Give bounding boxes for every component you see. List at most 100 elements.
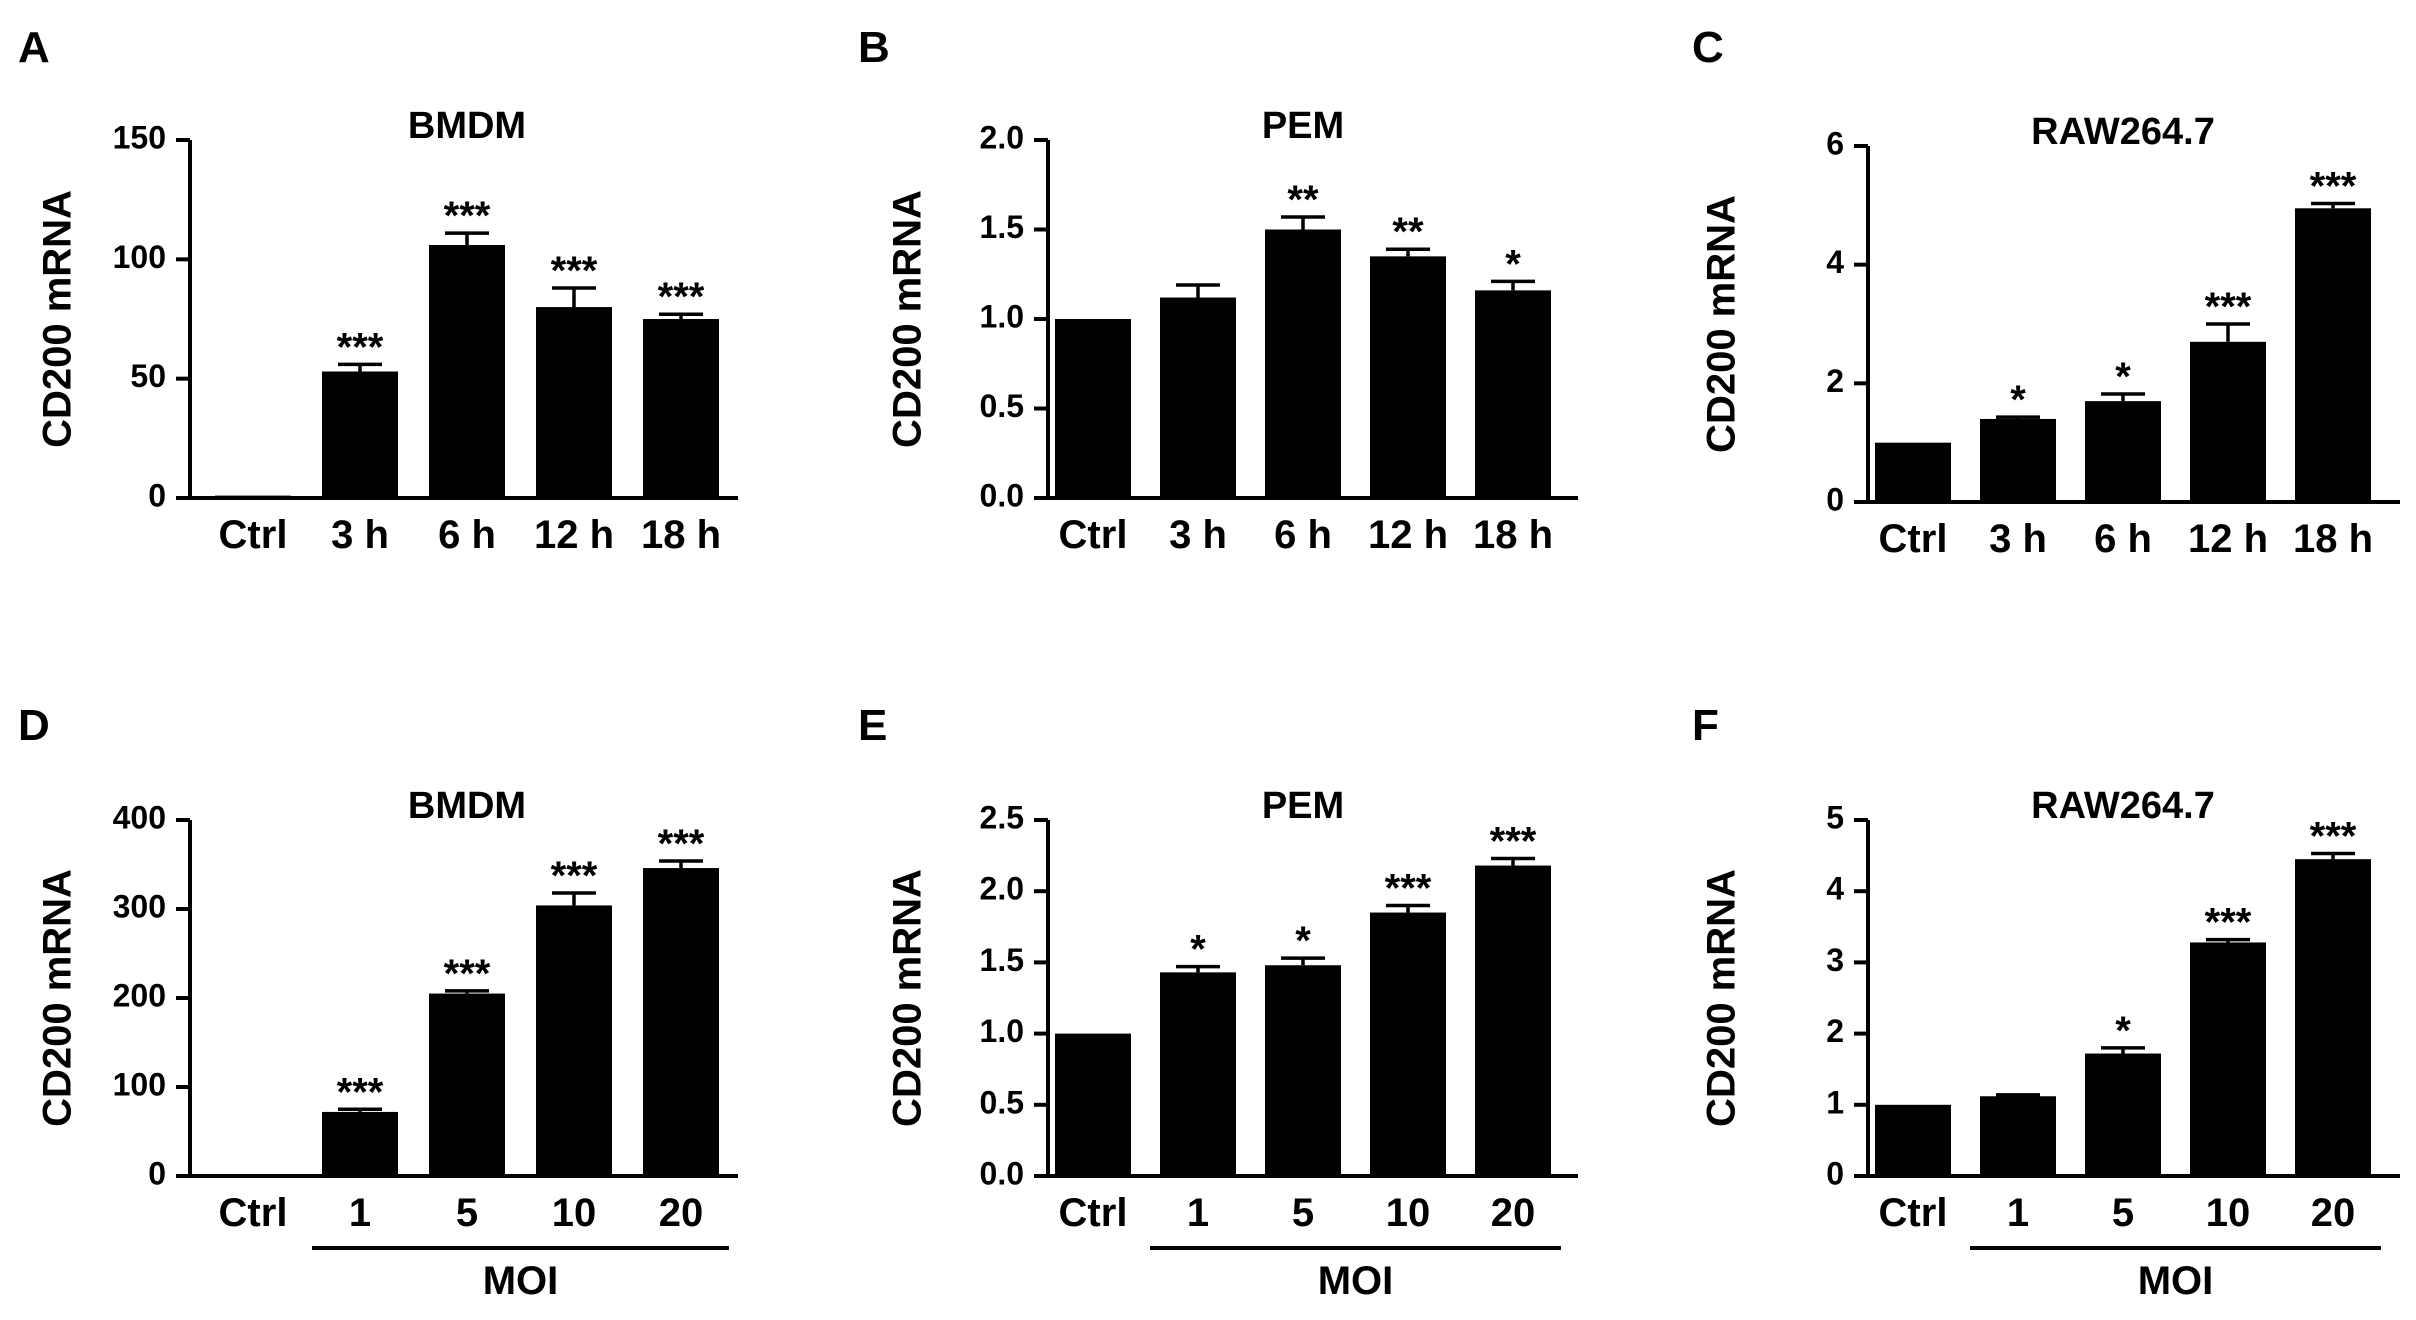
x-tick-label: 1 — [2007, 1191, 2029, 1235]
y-axis-label: CD200 mRNA — [36, 190, 80, 448]
significance-label: * — [2115, 1009, 2131, 1053]
y-tick-label: 0.0 — [980, 477, 1024, 513]
bar — [1980, 1096, 2056, 1176]
y-tick-label: 1.0 — [980, 298, 1024, 334]
significance-label: *** — [551, 854, 598, 898]
bar — [1475, 290, 1551, 498]
x-tick-label: 3 h — [1989, 517, 2047, 561]
bar — [1980, 418, 2056, 502]
y-axis-label: CD200 mRNA — [1700, 195, 1744, 453]
x-tick-label: 5 — [456, 1191, 478, 1235]
panel-label: D — [18, 701, 50, 750]
y-tick-label: 6 — [1826, 125, 1844, 161]
panel-label: F — [1692, 701, 1719, 750]
y-axis-label: CD200 mRNA — [36, 869, 80, 1127]
x-tick-label: 18 h — [641, 513, 721, 557]
panel-label: C — [1692, 23, 1724, 72]
x-tick-label: 6 h — [2094, 517, 2152, 561]
y-axis-label: CD200 mRNA — [1700, 869, 1744, 1127]
x-tick-label: Ctrl — [1879, 1191, 1948, 1235]
bar — [1055, 319, 1131, 498]
x-tick-label: 20 — [1491, 1191, 1536, 1235]
chart-title: RAW264.7 — [2031, 785, 2215, 827]
y-tick-label: 0 — [148, 1155, 166, 1191]
significance-label: * — [1295, 919, 1311, 963]
panel-label: A — [18, 23, 50, 72]
chart-title: BMDM — [408, 105, 526, 147]
x-tick-label: Ctrl — [1059, 513, 1128, 557]
y-tick-label: 0.0 — [980, 1155, 1024, 1191]
y-tick-label: 300 — [113, 888, 166, 924]
significance-label: *** — [444, 952, 491, 996]
significance-label: ** — [1287, 178, 1319, 222]
bar — [1055, 1033, 1131, 1176]
x-tick-label: Ctrl — [219, 1191, 288, 1235]
bar — [429, 245, 505, 498]
x-tick-label: 1 — [1187, 1191, 1209, 1235]
bar — [2295, 208, 2371, 503]
x-axis-label: MOI — [2138, 1259, 2214, 1303]
bar — [2190, 942, 2266, 1176]
y-tick-label: 0 — [148, 477, 166, 513]
significance-label: * — [1190, 928, 1206, 972]
x-tick-label: 20 — [2311, 1191, 2356, 1235]
bar — [643, 319, 719, 498]
chart-title: RAW264.7 — [2031, 111, 2215, 153]
bar — [1370, 912, 1446, 1176]
significance-label: *** — [2310, 814, 2357, 858]
y-tick-label: 100 — [113, 1066, 166, 1102]
panel-f: F RAW264.7 CD200 mRNA 0 1 2 3 4 5 Ctrl 1 * 5 *** 10 ***… — [1692, 701, 2400, 1303]
significance-label: *** — [551, 249, 598, 293]
y-tick-label: 1.5 — [980, 209, 1024, 245]
y-tick-label: 4 — [1826, 871, 1844, 907]
bar — [2190, 341, 2266, 502]
bar — [536, 905, 612, 1176]
y-tick-label: 2.0 — [980, 119, 1024, 155]
y-tick-label: 2 — [1826, 1013, 1844, 1049]
x-tick-label: 6 h — [1274, 513, 1332, 557]
bar — [1875, 442, 1951, 502]
panel-d: D BMDM CD200 mRNA 0 100 200 300 400 Ctrl *** 1 *** 5… — [18, 701, 738, 1303]
panel-e: E PEM CD200 mRNA 0.0 0.5 1.0 1.5 2.0 2.5 Ctrl * 1 * 5… — [858, 701, 1578, 1303]
y-tick-label: 200 — [113, 977, 166, 1013]
significance-label: * — [2115, 355, 2131, 399]
y-tick-label: 0.5 — [980, 1084, 1024, 1120]
x-tick-label: 3 h — [331, 513, 389, 557]
bar — [2085, 401, 2161, 502]
significance-label: *** — [444, 194, 491, 238]
bar — [1265, 229, 1341, 498]
y-tick-label: 2.5 — [980, 799, 1024, 835]
y-tick-label: 2 — [1826, 363, 1844, 399]
panel-b: B PEM CD200 mRNA 0.0 0.5 1.0 1.5 2.0 Ctrl 3 h ** 6 … — [858, 23, 1578, 557]
x-tick-label: 10 — [2206, 1191, 2251, 1235]
bar — [322, 1111, 398, 1176]
significance-label: *** — [337, 1070, 384, 1114]
significance-label: *** — [2205, 901, 2252, 945]
y-tick-label: 0.5 — [980, 388, 1024, 424]
bar — [1875, 1104, 1951, 1176]
y-tick-label: 1 — [1826, 1084, 1844, 1120]
panel-label: E — [858, 701, 887, 750]
y-tick-label: 5 — [1826, 799, 1844, 835]
y-tick-label: 1.0 — [980, 1013, 1024, 1049]
chart-title: PEM — [1262, 105, 1344, 147]
panel-c: C RAW264.7 CD200 mRNA 0 2 4 6 Ctrl * 3 h * 6 h *** 12… — [1692, 23, 2400, 561]
panel-label: B — [858, 23, 890, 72]
x-axis-label: MOI — [1318, 1259, 1394, 1303]
x-axis-label: MOI — [483, 1259, 559, 1303]
y-tick-label: 3 — [1826, 942, 1844, 978]
x-tick-label: Ctrl — [1879, 517, 1948, 561]
significance-label: *** — [658, 275, 705, 319]
significance-label: *** — [1490, 819, 1537, 863]
x-tick-label: 1 — [349, 1191, 371, 1235]
x-tick-label: 12 h — [1368, 513, 1448, 557]
chart-title: PEM — [1262, 785, 1344, 827]
bar — [643, 868, 719, 1176]
x-tick-label: 12 h — [2188, 517, 2268, 561]
bar — [429, 993, 505, 1176]
y-tick-label: 0 — [1826, 481, 1844, 517]
y-tick-label: 50 — [130, 358, 166, 394]
y-tick-label: 1.5 — [980, 942, 1024, 978]
bar — [1160, 297, 1236, 498]
